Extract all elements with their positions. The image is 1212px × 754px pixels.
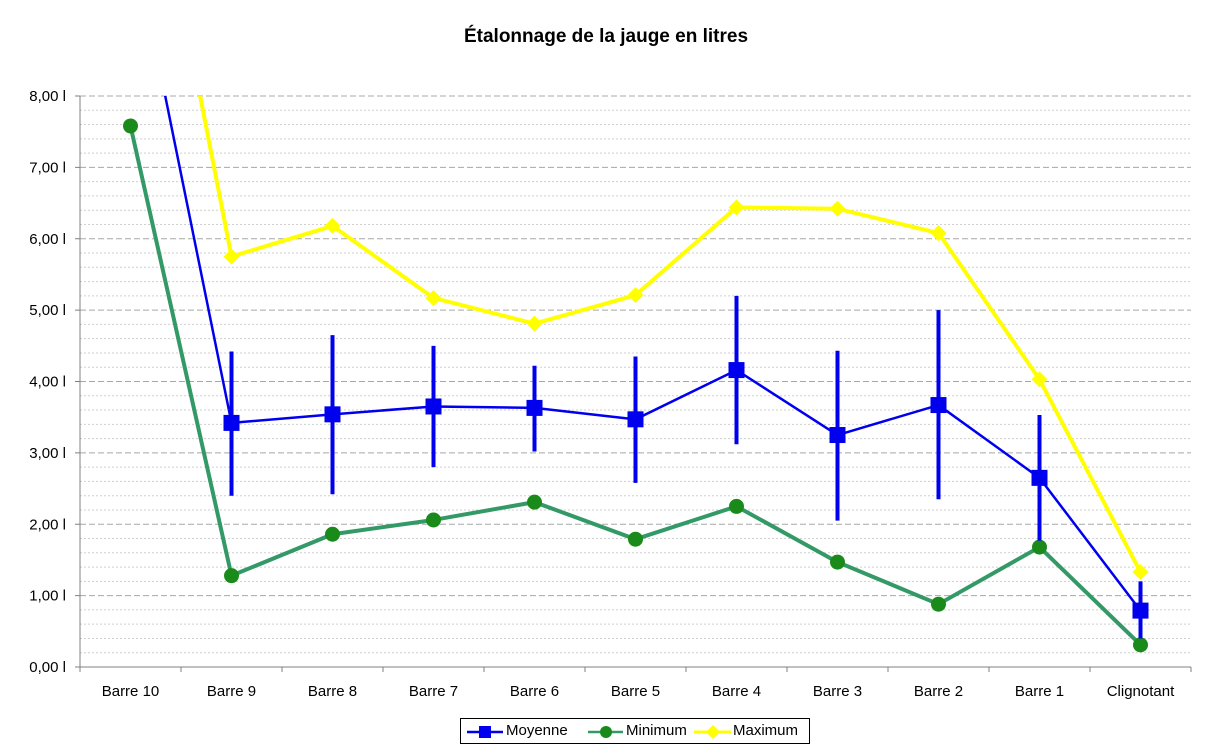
point-minimum: [1032, 539, 1047, 555]
point-maximum: [324, 217, 341, 234]
y-tick-label: 8,00 l: [29, 88, 66, 105]
point-maximum: [930, 225, 947, 242]
point-minimum: [931, 596, 946, 612]
chart-legend: Moyenne Minimum Maximum: [460, 718, 810, 744]
point-moyenne: [425, 398, 442, 415]
legend-label-moyenne: Moyenne: [506, 722, 568, 739]
x-tick-label: Barre 6: [510, 683, 559, 700]
series-line-maximum: [198, 96, 1143, 573]
point-moyenne: [324, 406, 341, 423]
y-tick-label: 6,00 l: [29, 231, 66, 248]
point-maximum: [1132, 564, 1149, 581]
legend-marker-moyenne: [479, 726, 491, 738]
point-minimum: [628, 531, 643, 547]
point-moyenne: [627, 411, 644, 428]
point-maximum: [223, 248, 240, 265]
x-tick-label: Barre 3: [813, 683, 862, 700]
point-moyenne: [1132, 602, 1149, 619]
y-tick-label: 1,00 l: [29, 588, 66, 605]
y-tick-label: 4,00 l: [29, 374, 66, 391]
point-minimum: [1133, 637, 1148, 653]
point-minimum: [426, 512, 441, 528]
legend-marker-minimum: [600, 726, 612, 738]
point-maximum: [829, 200, 846, 217]
x-tick-label: Barre 7: [409, 683, 458, 700]
x-tick-label: Clignotant: [1107, 683, 1175, 700]
point-minimum: [729, 498, 744, 514]
point-moyenne: [223, 414, 240, 431]
legend-label-minimum: Minimum: [626, 722, 687, 739]
legend-marker-maximum: [706, 725, 720, 739]
x-tick-label: Barre 8: [308, 683, 357, 700]
point-maximum: [425, 289, 442, 306]
point-minimum: [123, 118, 138, 134]
point-moyenne: [1031, 469, 1048, 486]
x-tick-label: Barre 1: [1015, 683, 1064, 700]
point-moyenne: [728, 362, 745, 379]
y-tick-label: 5,00 l: [29, 302, 66, 319]
x-tick-label: Barre 4: [712, 683, 761, 700]
x-tick-label: Barre 9: [207, 683, 256, 700]
legend-label-maximum: Maximum: [733, 722, 799, 739]
x-tick-label: Barre 2: [914, 683, 963, 700]
point-maximum: [1031, 371, 1048, 388]
point-minimum: [830, 554, 845, 570]
point-maximum: [728, 199, 745, 216]
point-maximum: [526, 315, 543, 332]
point-minimum: [527, 494, 542, 510]
point-minimum: [325, 526, 340, 542]
y-tick-label: 7,00 l: [29, 159, 66, 176]
point-maximum: [627, 287, 644, 304]
point-moyenne: [526, 399, 543, 416]
x-tick-label: Barre 10: [102, 683, 160, 700]
y-tick-label: 3,00 l: [29, 445, 66, 462]
point-minimum: [224, 568, 239, 584]
chart-title: Étalonnage de la jauge en litres: [463, 26, 749, 47]
y-tick-label: 2,00 l: [29, 516, 66, 533]
point-moyenne: [930, 397, 947, 414]
y-tick-label: 0,00 l: [29, 659, 66, 676]
point-moyenne: [829, 427, 846, 444]
x-tick-label: Barre 5: [611, 683, 660, 700]
